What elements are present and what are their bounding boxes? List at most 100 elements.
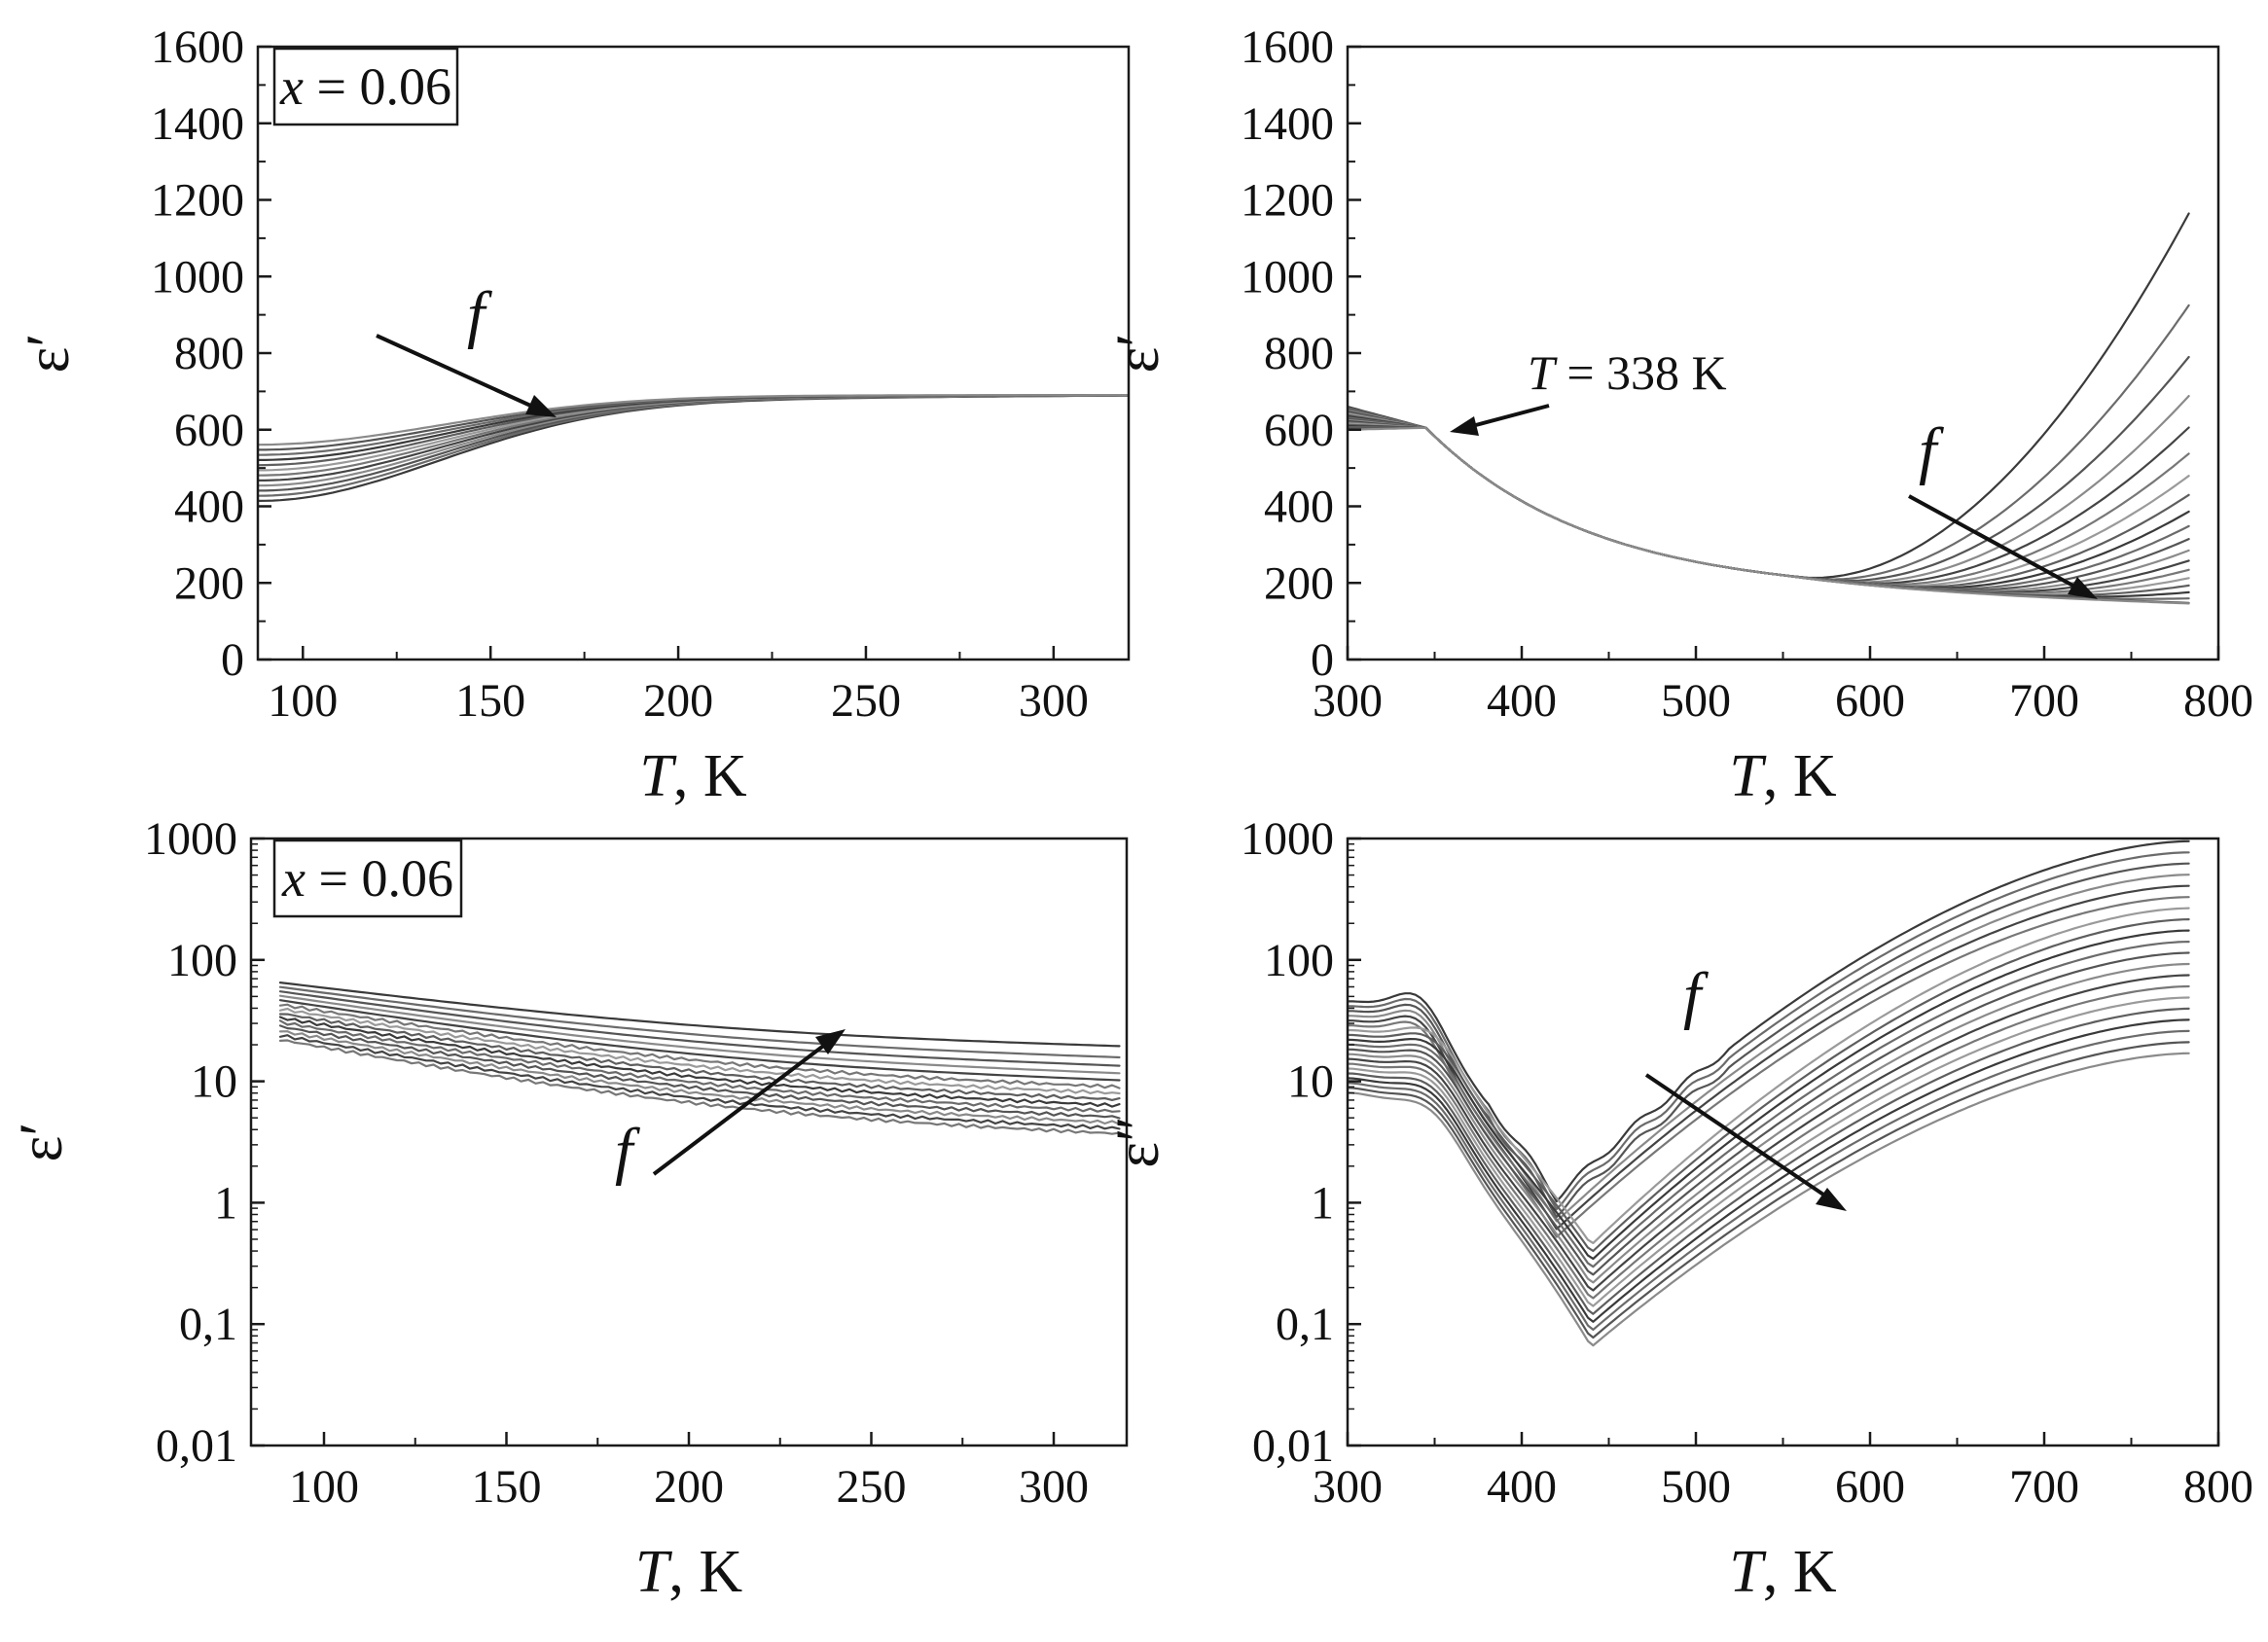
svg-text:T = 338 K: T = 338 K <box>1528 345 1727 400</box>
x-tick-label: 150 <box>455 675 525 727</box>
y-tick-label: 0,01 <box>1252 1420 1334 1472</box>
transition-value: = 338 K <box>1555 345 1727 400</box>
svg-text:x = 0.06: x = 0.06 <box>279 57 451 116</box>
x-axis-label: T, K <box>639 743 746 809</box>
y-tick-label: 1000 <box>1241 813 1334 865</box>
x-axis-unit: , K <box>673 743 747 809</box>
frequency-arrow: f <box>376 279 557 417</box>
panel-bottom-right: 300 400 500 600 700 800 0,01 0,1 1 10 100 1000 ε″ T… <box>1102 813 2253 1605</box>
plot-frame <box>256 45 1131 661</box>
frequency-arrow-label: f <box>1683 960 1709 1031</box>
x-tick-label: 500 <box>1661 675 1731 727</box>
series-group <box>1348 212 2190 605</box>
y-tick-label: 1200 <box>1241 175 1334 227</box>
x-axis-label: T, K <box>1729 1539 1836 1605</box>
series-line <box>1348 417 2190 591</box>
composition-value: = 0.06 <box>304 57 451 116</box>
x-axis-unit: , K <box>1763 1539 1837 1605</box>
series-line <box>1348 907 2190 1244</box>
x-tick-label: 800 <box>2183 675 2253 727</box>
series-line <box>1348 862 2190 1219</box>
x-axis-symbol: T <box>639 743 677 809</box>
series-line <box>278 990 1121 1067</box>
x-axis-symbol: T <box>635 1539 673 1605</box>
y-tick-label: 1000 <box>1241 251 1334 303</box>
x-tick-label: 800 <box>2183 1461 2253 1513</box>
series-line <box>1348 410 2190 585</box>
series-line <box>1348 851 2190 1211</box>
transition-symbol: T <box>1528 345 1558 400</box>
series-line <box>1348 1007 2190 1315</box>
series-line <box>1348 839 2190 1203</box>
y-tick-label: 0,1 <box>1276 1299 1334 1350</box>
series-line <box>1348 424 2190 598</box>
series-line <box>1348 1018 2190 1323</box>
series-line <box>278 1039 1121 1135</box>
series-line <box>1348 974 2190 1292</box>
y-tick-label: 1 <box>214 1177 237 1229</box>
series-line <box>1348 411 2190 586</box>
y-tick-label: 600 <box>1264 405 1334 456</box>
series-line <box>278 1030 1121 1125</box>
series-line <box>1348 1029 2190 1331</box>
series-line <box>258 394 1129 502</box>
series-line <box>278 1024 1121 1120</box>
y-tick-label: 800 <box>1264 328 1334 379</box>
x-tick-label: 400 <box>1487 1461 1557 1513</box>
y-tick-label: 200 <box>1264 557 1334 609</box>
series-line <box>258 394 1129 467</box>
frequency-arrow-label: f <box>467 279 492 350</box>
y-tick-label: 1400 <box>151 98 244 150</box>
series-line <box>278 1034 1121 1130</box>
series-group <box>258 394 1129 502</box>
x-axis-unit: , K <box>1763 743 1837 809</box>
series-line <box>278 994 1121 1075</box>
x-tick-label: 600 <box>1835 675 1905 727</box>
series-group <box>1348 839 2190 1347</box>
x-tick-label: 300 <box>1019 675 1089 727</box>
plot-frame <box>249 837 1129 1447</box>
x-tick-label: 700 <box>2009 1461 2079 1513</box>
x-tick-label: 300 <box>1313 1461 1383 1513</box>
series-line <box>258 394 1129 492</box>
series-line <box>1348 918 2190 1253</box>
series-line <box>278 1016 1121 1108</box>
x-tick-label: 600 <box>1835 1461 1905 1513</box>
x-axis-label: T, K <box>1729 743 1836 809</box>
y-tick-label: 1000 <box>151 251 244 303</box>
y-tick-label: 400 <box>174 482 244 533</box>
y-tick-label: 100 <box>1264 935 1334 986</box>
series-line <box>1348 929 2190 1261</box>
composition-value: = 0.06 <box>306 849 453 908</box>
x-axis-symbol: T <box>1729 743 1767 809</box>
frequency-arrow-label: f <box>615 1116 640 1187</box>
y-tick-label: 200 <box>174 557 244 609</box>
x-tick-label: 400 <box>1487 675 1557 727</box>
series-line <box>278 1003 1121 1089</box>
series-line <box>278 999 1121 1082</box>
x-axis-symbol: T <box>1729 1539 1767 1605</box>
y-tick-label: 400 <box>1264 482 1334 533</box>
panel-top-right: 300 400 500 600 700 800 0 200 400 600 800 1000 1200 1… <box>1102 21 2253 809</box>
x-tick-label: 300 <box>1313 675 1383 727</box>
y-axis-label: ε′ <box>1102 334 1171 374</box>
tick-group: 100 150 200 250 300 0 200 400 600 800 1000 1200 1400… <box>151 21 1089 727</box>
composition-box: x = 0.06 <box>272 47 459 126</box>
y-tick-label: 100 <box>167 935 237 986</box>
series-line <box>1348 418 2190 592</box>
x-axis-unit: , K <box>668 1539 742 1605</box>
y-tick-label: 0 <box>1311 634 1334 686</box>
series-line <box>278 985 1121 1059</box>
x-tick-label: 700 <box>2009 675 2079 727</box>
y-tick-label: 1 <box>1311 1177 1334 1229</box>
series-line <box>1348 426 2190 605</box>
composition-box: x = 0.06 <box>272 839 463 918</box>
y-axis-label: ε′ <box>13 334 82 374</box>
x-tick-label: 100 <box>289 1461 359 1513</box>
series-line <box>1348 212 2190 580</box>
y-tick-label: 1600 <box>151 21 244 73</box>
series-group <box>278 982 1121 1135</box>
composition-var: x <box>281 849 306 908</box>
series-line <box>1348 996 2190 1307</box>
